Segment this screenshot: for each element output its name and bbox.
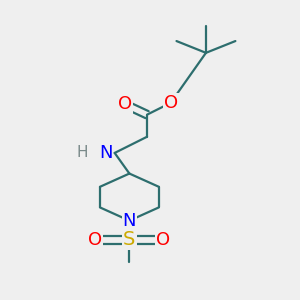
Text: O: O <box>156 231 170 249</box>
Text: N: N <box>99 144 112 162</box>
Text: O: O <box>164 94 178 112</box>
Text: H: H <box>76 146 88 160</box>
Text: S: S <box>123 230 136 249</box>
Text: N: N <box>123 212 136 230</box>
Text: O: O <box>88 231 103 249</box>
Text: O: O <box>118 95 132 113</box>
